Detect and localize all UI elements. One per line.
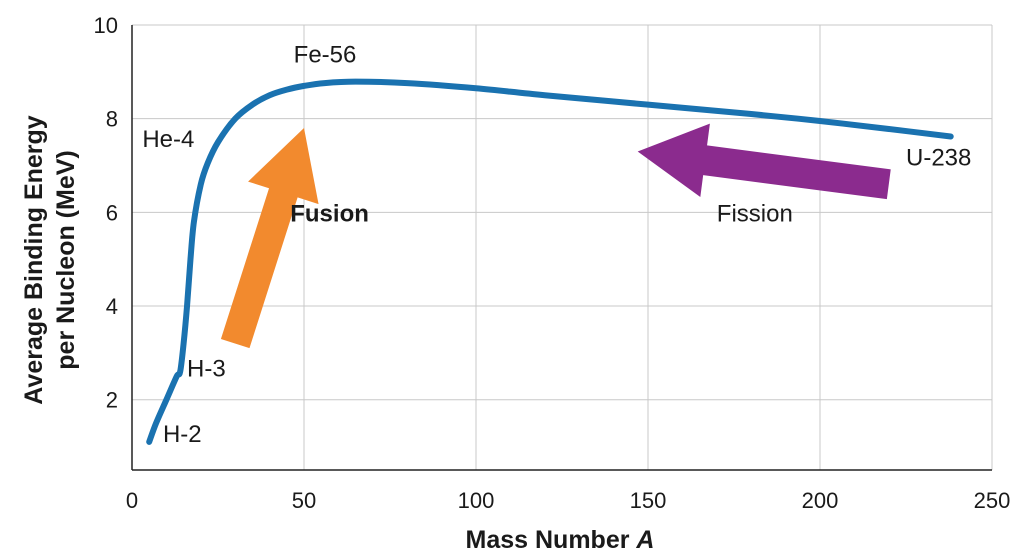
annotation-h-2: H-2 [163,421,202,448]
fission-arrow [637,123,891,200]
annotation-fe-56: Fe-56 [294,41,357,68]
x-tick-label-150: 150 [630,488,667,513]
x-tick-label-250: 250 [974,488,1011,513]
x-tick-label-100: 100 [458,488,495,513]
y-tick-label-6: 6 [106,200,118,225]
binding-energy-curve-0 [146,78,954,445]
x-axis-title-variable: A [635,526,654,554]
fusion-arrow [220,128,319,349]
y-axis-title-line-2: per Nucleon (MeV) [52,150,80,369]
y-tick-label-8: 8 [106,107,118,132]
x-axis-title-spacer [629,526,636,554]
x-axis-title-text: Mass Number [466,526,630,554]
x-tick-label-0: 0 [126,488,138,513]
annotation-he-4: He-4 [142,126,194,153]
x-tick-label-50: 50 [292,488,316,513]
y-tick-label-10: 10 [94,13,118,38]
arrow-layer [220,123,891,349]
annotation-layer: H-2 H-3 He-4 Fe-56 U-238 Fusion Fission [142,41,971,447]
tick-layer: 0 50 100 150 200 250 2 4 6 8 10 [94,13,1011,513]
annotation-fission: Fission [717,201,793,228]
grid-layer [132,24,993,470]
y-axis-title-line-1: Average Binding Energy [20,115,48,405]
annotation-u-238: U-238 [906,145,971,172]
x-axis-title: Mass Number A [466,526,655,554]
annotation-fusion: Fusion [290,201,369,228]
y-axis-title: Average Binding Energy per Nucleon (MeV) [20,115,80,405]
annotation-h-3: H-3 [187,355,226,382]
y-tick-label-4: 4 [106,294,118,319]
y-tick-label-2: 2 [106,388,118,413]
x-tick-label-200: 200 [802,488,839,513]
axis-layer [131,25,992,471]
series-layer [146,78,954,445]
